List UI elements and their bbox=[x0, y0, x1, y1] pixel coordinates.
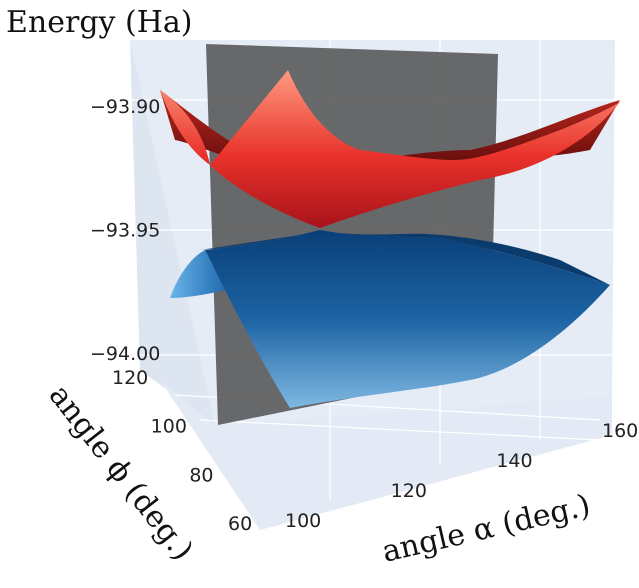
x-tick-label: 100 bbox=[285, 510, 321, 532]
left-wall bbox=[130, 40, 215, 425]
y-axis-title: angle ϕ (deg.) bbox=[42, 378, 200, 567]
y-tick-label: 120 bbox=[112, 367, 148, 389]
x-tick-label: 160 bbox=[602, 420, 638, 442]
lower-surface-back bbox=[200, 230, 610, 285]
y-tick-label: 80 bbox=[189, 464, 213, 486]
lower-surface-front bbox=[205, 230, 610, 408]
y-tick-label: 100 bbox=[151, 416, 187, 438]
z-tick-label: −93.95 bbox=[90, 220, 160, 242]
floor bbox=[160, 380, 612, 530]
lower-surface-left bbox=[170, 250, 225, 298]
z-tick-label: −93.90 bbox=[90, 96, 160, 118]
x-axis-ticks: 100 120 140 160 bbox=[285, 420, 638, 532]
upper-surface bbox=[160, 70, 620, 228]
z-axis-title: Energy (Ha) bbox=[6, 5, 192, 40]
y-axis-ticks: 60 80 100 120 bbox=[112, 367, 252, 535]
z-tick-label: −94.00 bbox=[90, 343, 160, 365]
y-tick-label: 60 bbox=[228, 513, 252, 535]
x-tick-label: 120 bbox=[391, 480, 427, 502]
lower-surface bbox=[170, 230, 610, 408]
z-axis-ticks: −93.90 −93.95 −94.00 bbox=[90, 96, 160, 365]
upper-surface-front bbox=[160, 70, 620, 228]
x-tick-label: 140 bbox=[496, 450, 532, 472]
